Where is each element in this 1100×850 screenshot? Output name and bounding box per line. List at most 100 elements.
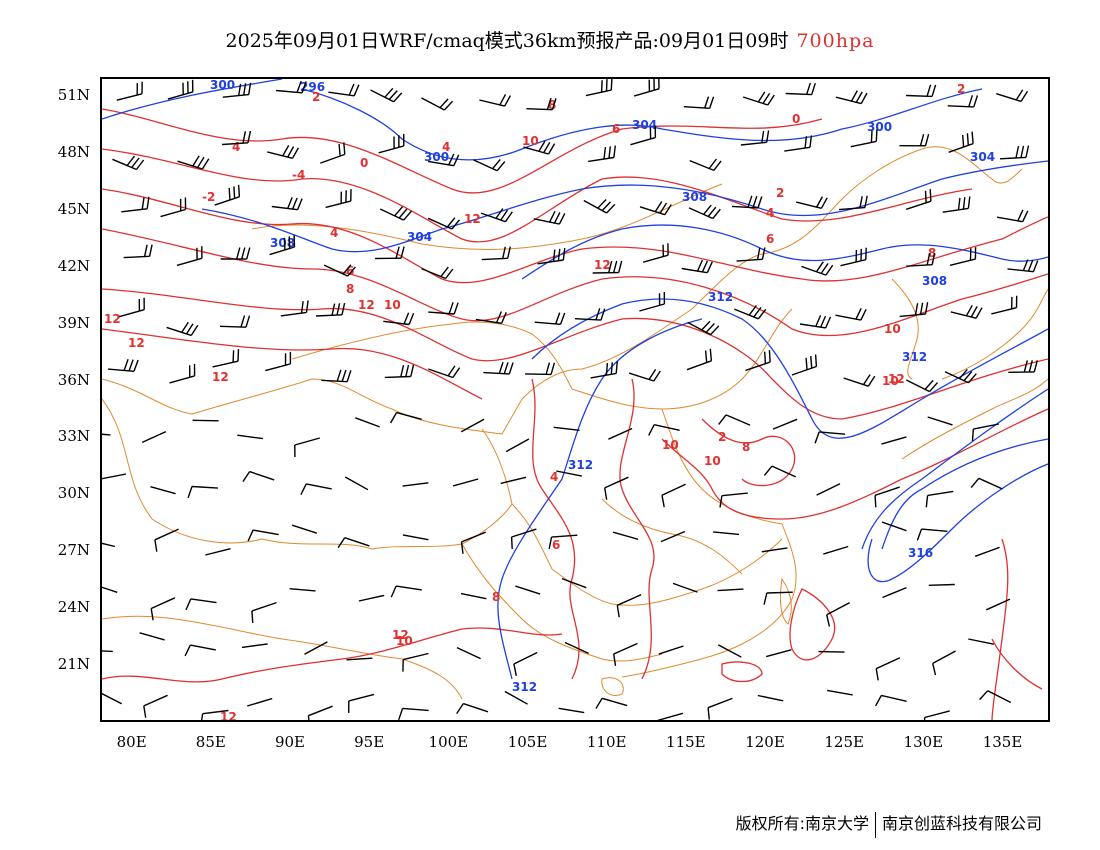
- lon-label: 105E: [507, 733, 548, 751]
- wind-barb: [991, 295, 1018, 315]
- temperature-label: 12: [128, 336, 145, 350]
- temperature-label: 6: [612, 122, 620, 136]
- wind-barb: [123, 244, 153, 259]
- wind-barb: [370, 87, 403, 103]
- wind-barb: [608, 427, 633, 440]
- wind-barb: [657, 712, 683, 720]
- footer: 版权所有:南京大学 南京创蓝科技有限公司: [736, 810, 1042, 838]
- wind-barb: [176, 246, 203, 267]
- wind-barb: [267, 145, 300, 159]
- temperature-label: -4: [292, 168, 305, 182]
- temperature-label: 8: [492, 590, 500, 604]
- height-label: 312: [708, 290, 733, 304]
- wind-barb: [612, 531, 639, 540]
- lat-label: 36N: [57, 370, 90, 389]
- wind-barb: [639, 201, 672, 216]
- inner-boundary-5: [461, 543, 663, 662]
- wind-barb: [875, 657, 901, 681]
- temperature-label: 6: [346, 264, 354, 278]
- wind-barb: [585, 79, 613, 97]
- korea-coast: [891, 278, 919, 380]
- height-label: 304: [970, 150, 995, 164]
- wind-barb: [683, 96, 715, 109]
- wind-barb: [421, 97, 454, 111]
- lat-label: 30N: [57, 484, 90, 503]
- wind-barb: [222, 130, 252, 146]
- wind-barb: [166, 321, 199, 337]
- wind-barb: [358, 594, 385, 602]
- wind-barb: [421, 266, 454, 280]
- wind-barb: [826, 601, 851, 627]
- pressure-level: 700hpa: [796, 30, 875, 52]
- height-label: 304: [407, 230, 432, 244]
- wind-barb: [428, 302, 459, 315]
- wind-barb: [816, 483, 841, 496]
- wind-barb: [686, 348, 713, 371]
- wind-barb: [766, 649, 792, 658]
- wind-barb: [971, 423, 999, 442]
- wind-barb: [150, 486, 176, 495]
- wind-barb: [734, 305, 767, 320]
- wind-barb: [761, 547, 788, 553]
- wind-barb: [452, 478, 479, 487]
- wind-barb: [402, 482, 429, 487]
- lat-label: 39N: [57, 313, 90, 332]
- wind-barb: [689, 158, 722, 172]
- wind-barb: [944, 368, 977, 384]
- mongolia-border: [251, 183, 723, 250]
- temperature-label: 12: [392, 628, 409, 642]
- wind-barb: [588, 145, 616, 163]
- footer-divider: [874, 811, 876, 838]
- wind-barb: [315, 302, 346, 317]
- temperature-label: 4: [330, 226, 338, 240]
- wind-barb: [925, 490, 954, 508]
- wind-barb: [707, 697, 733, 720]
- lat-label: 24N: [57, 598, 90, 617]
- wind-barb: [905, 379, 939, 393]
- wind-barb: [791, 354, 818, 376]
- temperature-label: 12: [358, 298, 375, 312]
- wind-barb: [996, 89, 1029, 103]
- wind-barb: [840, 247, 867, 267]
- lon-label: 100E: [428, 733, 469, 751]
- wind-barb: [177, 155, 210, 170]
- wind-barb: [402, 534, 429, 541]
- wind-barb: [533, 210, 566, 225]
- wind-barb: [116, 81, 143, 101]
- japan-coast-2: [901, 378, 1048, 460]
- temperature-label: 4: [442, 140, 450, 154]
- wind-barb: [558, 707, 585, 714]
- temperature-label: 2: [718, 430, 726, 444]
- wind-barb: [160, 197, 187, 218]
- height-label: 300: [210, 79, 235, 92]
- wind-barb: [460, 592, 487, 600]
- copyright-text: 版权所有:南京大学: [735, 814, 869, 833]
- wind-barb: [121, 196, 150, 213]
- wind-barb: [713, 531, 740, 536]
- wind-barb: [280, 300, 309, 317]
- south-asia-border: [102, 615, 463, 700]
- temperature-label: 6: [552, 538, 560, 552]
- wind-barb: [633, 79, 660, 97]
- wind-barb: [185, 598, 217, 611]
- wind-barb: [398, 707, 429, 720]
- wind-barb: [526, 97, 557, 111]
- wind-barb: [796, 196, 828, 209]
- temperature-label: 10: [522, 134, 539, 148]
- map-panel[interactable]: 300 296 300 304 300 304 308 304 308 312 308 312 312 3…: [100, 77, 1050, 722]
- temperature-label: 2: [957, 82, 965, 96]
- wind-barb: [613, 642, 638, 667]
- temperature-label: 12: [594, 258, 611, 272]
- height-label: 312: [512, 680, 537, 694]
- temperature-label: 10: [384, 298, 401, 312]
- height-label: 316: [908, 546, 933, 560]
- lat-label: 51N: [57, 85, 90, 104]
- wind-barb: [480, 208, 513, 223]
- wind-barb: [269, 234, 296, 256]
- wind-barb: [763, 465, 796, 478]
- wind-barb: [564, 641, 589, 655]
- wind-barb: [763, 591, 793, 605]
- wind-barb: [483, 361, 514, 375]
- wind-barb: [574, 308, 606, 321]
